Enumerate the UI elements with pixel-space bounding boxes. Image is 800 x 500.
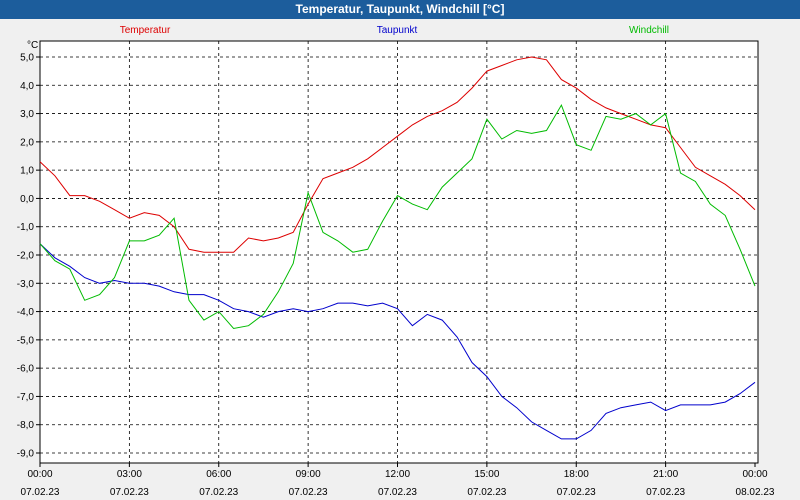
y-tick-label: -4,0 [17,307,35,318]
x-tick-time: 00:00 [27,469,52,480]
series-line-temperatur [39,56,756,253]
x-tick-date: 07.02.23 [467,487,506,498]
series-line-taupunkt [39,243,756,440]
x-tick-date: 07.02.23 [557,487,596,498]
y-tick-label: 3,0 [20,109,34,120]
window-title: Temperatur, Taupunkt, Windchill [°C] [0,0,800,19]
x-tick-time: 03:00 [117,469,142,480]
x-tick-time: 18:00 [564,469,589,480]
x-tick-time: 06:00 [206,469,231,480]
legend-entry-windchill: Windchill [629,25,669,36]
legend: Temperatur Taupunkt Windchill [120,25,669,36]
series-line-windchill [39,103,756,330]
x-tick-time: 21:00 [653,469,678,480]
x-axis: 00:00 07.02.23 03:00 07.02.23 06:00 07.02.23 0… [21,463,775,498]
x-tick-time: 15:00 [474,469,499,480]
y-tick-label: 0,0 [20,194,34,205]
x-tick-time: 00:00 [742,469,767,480]
y-axis: 5,0 4,0 3,0 2,0 1,0 0,0 -1,0 -2,0 -3,0 -4,0 -5,0 -6… [17,53,40,460]
x-tick-date: 08.02.23 [736,487,775,498]
y-tick-label: 4,0 [20,81,34,92]
y-tick-label: -8,0 [17,420,35,431]
y-tick-label: -1,0 [17,222,35,233]
x-tick-date: 07.02.23 [110,487,149,498]
x-tick-time: 12:00 [385,469,410,480]
x-tick-time: 09:00 [296,469,321,480]
y-tick-label: -5,0 [17,335,35,346]
legend-entry-temperatur: Temperatur [120,25,171,36]
x-tick-date: 07.02.23 [199,487,238,498]
y-tick-label: 2,0 [20,137,34,148]
y-tick-label: -3,0 [17,279,35,290]
legend-entry-taupunkt: Taupunkt [377,25,418,36]
x-tick-date: 07.02.23 [646,487,685,498]
chart: 5,0 4,0 3,0 2,0 1,0 0,0 -1,0 -2,0 -3,0 -4,0 -5,0 -6… [17,25,775,498]
y-tick-label: -6,0 [17,364,35,375]
x-tick-date: 07.02.23 [378,487,417,498]
x-tick-date: 07.02.23 [289,487,328,498]
y-tick-label: -7,0 [17,392,35,403]
series-group [39,56,756,440]
x-tick-date: 07.02.23 [21,487,60,498]
plot-area [39,40,759,464]
y-tick-label: 5,0 [20,53,34,64]
y-tick-label: -2,0 [17,251,35,262]
y-tick-label: -9,0 [17,449,35,460]
y-tick-label: 1,0 [20,166,34,177]
y-axis-unit: °C [27,40,38,51]
